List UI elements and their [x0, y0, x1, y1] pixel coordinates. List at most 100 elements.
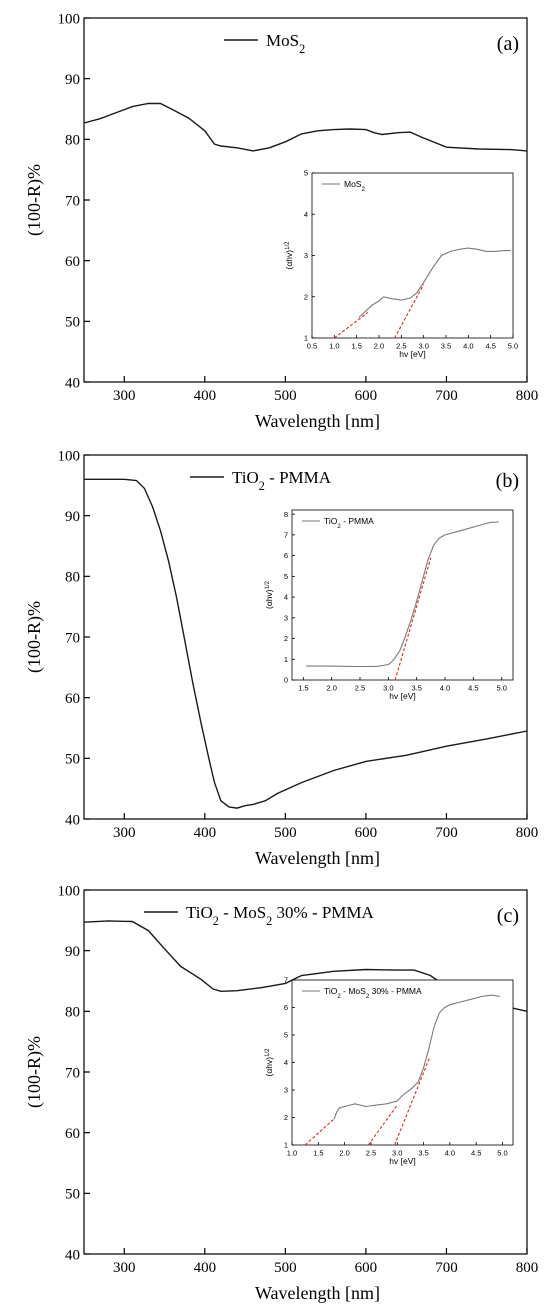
- inset-y-tick-label: 7: [284, 531, 288, 540]
- inset-y-axis-label-base: (αhv): [284, 250, 294, 270]
- inset-y-axis-label-superscript: 1/2: [265, 1048, 271, 1057]
- main-y-tick-label: 70: [65, 193, 80, 209]
- legend-text-part: 30% - PMMA: [369, 986, 422, 996]
- inset-chart: 0.5 1.0 1.5 2.0 2.5 3.0 3.5 4.0 4.5 5.0 1 2 3 4 5 hv [e…: [284, 169, 518, 359]
- legend-text-part: TiO: [324, 516, 338, 526]
- legend-subscript: 2: [366, 993, 370, 1000]
- main-x-tick-label: 600: [355, 1260, 378, 1276]
- inset-y-tick-label: 7: [284, 976, 288, 985]
- main-y-tick-label: 50: [65, 1187, 80, 1203]
- legend-subscript: 2: [361, 186, 365, 193]
- main-y-tick-label: 100: [58, 11, 81, 27]
- x-axis-label: Wavelength [nm]: [255, 1283, 380, 1303]
- legend-text-part: MoS: [344, 179, 362, 189]
- inset-y-tick-label: 4: [284, 1058, 288, 1067]
- main-y-tick-label: 50: [65, 752, 80, 768]
- inset-x-tick-label: 1.5: [313, 1149, 323, 1158]
- inset-x-tick-label: 5.0: [497, 1149, 507, 1158]
- tauc-series-line: [333, 994, 500, 1120]
- inset-plot-frame: [291, 509, 514, 681]
- main-y-tick-label: 60: [65, 1126, 80, 1142]
- inset-y-axis-label: (αhv)1/2: [264, 1048, 274, 1077]
- inset-x-tick-label: 4.5: [468, 684, 478, 693]
- inset-x-tick-label: 3.0: [383, 684, 393, 693]
- main-x-tick-label: 400: [194, 825, 217, 841]
- main-y-tick-label: 60: [65, 691, 80, 707]
- x-axis-label: Wavelength [nm]: [255, 848, 380, 868]
- inset-x-axis-label: hv [eV]: [389, 1156, 415, 1166]
- inset-x-tick-label: 3.5: [441, 342, 451, 351]
- main-x-tick-label: 700: [435, 388, 458, 404]
- main-x-tick-label: 500: [274, 388, 297, 404]
- main-y-tick-label: 80: [65, 570, 80, 586]
- tauc-fit-dashed-line: [367, 1104, 398, 1146]
- main-y-tick-label: 90: [65, 509, 80, 525]
- inset-x-axis-label: hv [eV]: [389, 691, 415, 701]
- legend-text-part: - PMMA: [341, 516, 374, 526]
- main-y-tick-label: 40: [65, 375, 80, 391]
- main-y-tick-label: 50: [65, 315, 80, 331]
- inset-x-tick-label: 5.0: [496, 684, 506, 693]
- inset-y-tick-label: 2: [284, 634, 288, 643]
- legend-text-part: - PMMA: [265, 468, 332, 487]
- main-x-tick-label: 800: [516, 1260, 539, 1276]
- inset-y-tick-label: 3: [284, 1086, 288, 1095]
- tauc-fit-dashed-line: [304, 1118, 335, 1146]
- legend-text-part: 30% - PMMA: [272, 903, 374, 922]
- inset-x-tick-label: 3.0: [392, 1149, 402, 1158]
- inset-x-tick-label: 0.5: [307, 342, 317, 351]
- inset-background: [292, 510, 513, 680]
- inset-x-tick-label: 3.5: [418, 1149, 428, 1158]
- legend-label: TiO2 - MoS2 30% - PMMA: [186, 903, 375, 928]
- main-y-tick-label: 80: [65, 133, 80, 149]
- main-y-tick-label: 60: [65, 254, 80, 270]
- tauc-fit-dashed-line: [394, 284, 425, 339]
- panel-a: 300 400 500 600 700 800 40 50 60 70 80 90 100 Wavelen…: [24, 11, 538, 431]
- legend-text-part: TiO: [186, 903, 213, 922]
- panel-b: 300 400 500 600 700 800405060708090100Wavelen…: [24, 448, 538, 868]
- inset-y-tick-label: 3: [304, 251, 308, 260]
- legend-text-part: - MoS: [219, 903, 266, 922]
- main-x-tick-label: 400: [194, 388, 217, 404]
- main-x-tick-label: 500: [274, 825, 297, 841]
- inset-background: [292, 980, 513, 1145]
- inset-y-tick-label: 4: [304, 210, 308, 219]
- reflectance-series-line: [83, 102, 528, 152]
- main-x-tick-label: 300: [113, 388, 136, 404]
- inset-background: [312, 173, 513, 338]
- inset-y-tick-label: 5: [284, 572, 288, 581]
- legend-subscript: 2: [266, 914, 272, 928]
- main-y-tick-label: 40: [65, 1247, 80, 1263]
- main-x-tick-label: 400: [194, 1260, 217, 1276]
- inset-y-axis-label-base: (αhv): [264, 1057, 274, 1077]
- main-y-tick-label: 100: [58, 883, 81, 899]
- main-y-tick-label: 70: [65, 1065, 80, 1081]
- inset-y-axis-label-superscript: 1/2: [285, 241, 291, 250]
- legend-subscript: 2: [213, 914, 219, 928]
- legend-text-part: MoS: [266, 31, 299, 50]
- inset-y-tick-label: 4: [284, 593, 288, 602]
- main-y-tick-label: 90: [65, 944, 80, 960]
- inset-legend-label: TiO2 - PMMA: [324, 516, 374, 530]
- inset-y-axis-label: (αhv)1/2: [264, 580, 274, 609]
- inset-x-tick-label: 2.5: [355, 684, 365, 693]
- inset-y-tick-label: 2: [304, 292, 308, 301]
- legend-subscript: 2: [337, 523, 341, 530]
- inset-x-tick-label: 4.0: [440, 684, 450, 693]
- main-x-tick-label: 500: [274, 1260, 297, 1276]
- inset-y-tick-label: 2: [284, 1113, 288, 1122]
- main-y-tick-label: 90: [65, 72, 80, 88]
- y-axis-label: (100-R)%: [24, 601, 45, 673]
- legend-text-part: - MoS: [341, 986, 366, 996]
- inset-x-axis-label: hv [eV]: [399, 349, 425, 359]
- inset-x-tick-label: 3.5: [411, 684, 421, 693]
- main-x-tick-label: 700: [435, 1260, 458, 1276]
- legend-text-part: TiO: [232, 468, 259, 487]
- inset-x-tick-label: 4.0: [463, 342, 473, 351]
- inset-x-tick-label: 5.0: [508, 342, 518, 351]
- main-x-tick-label: 300: [113, 1260, 136, 1276]
- reflectance-series-line: [84, 478, 528, 809]
- main-y-tick-label: 40: [65, 812, 80, 828]
- inset-x-tick-label: 4.5: [471, 1149, 481, 1158]
- main-x-tick-label: 300: [113, 825, 136, 841]
